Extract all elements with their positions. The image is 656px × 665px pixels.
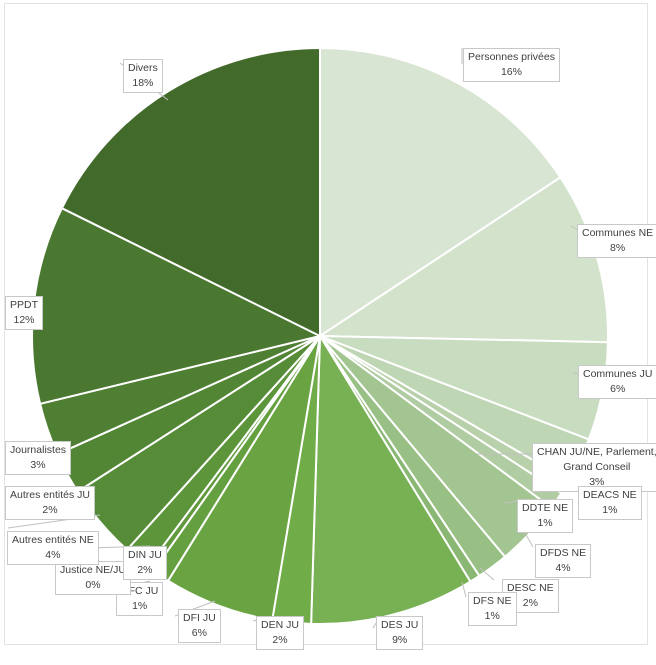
label-deacs-ne: DEACS NE 1% (578, 486, 642, 520)
label-name: Communes NE (582, 227, 654, 239)
label-pct: 1% (132, 600, 148, 612)
pie-slice (310, 335, 472, 625)
pie-slices (31, 47, 609, 625)
label-pct: 8% (610, 242, 626, 254)
label-name: Personnes privées (468, 51, 555, 63)
label-pct: 0% (85, 579, 101, 591)
label-pct: 18% (132, 77, 154, 89)
label-pct: 6% (191, 627, 207, 639)
label-name: CHAN JU/NE, Parlement, (537, 446, 656, 458)
label-pct: 6% (610, 383, 626, 395)
label-pct: 2% (522, 597, 538, 609)
label-des-ju: DES JU 9% (376, 616, 424, 650)
label-pct: 12% (13, 314, 35, 326)
label-name: Communes JU (583, 368, 653, 380)
label-name: DDTE NE (522, 502, 569, 514)
label-journalistes: Journalistes 3% (5, 441, 72, 475)
label-name: DEACS NE (583, 489, 637, 501)
label-name: DIN JU (128, 549, 162, 561)
label-name: DEN JU (261, 619, 299, 631)
label-name: DFI JU (183, 612, 216, 624)
label-personnes-privees: Personnes privées 16% (463, 48, 560, 82)
label-name: DESC NE (507, 582, 554, 594)
pie-slice (319, 47, 562, 337)
label-justice: Justice NE/JU 0% (55, 561, 131, 595)
label-name-2: Grand Conseil (563, 461, 631, 473)
label-chan: CHAN JU/NE, Parlement, Grand Conseil 3% (532, 443, 656, 492)
label-dfs-ne: DFS NE 1% (468, 592, 517, 626)
label-name: DFDS NE (540, 547, 587, 559)
pie-slice (60, 47, 321, 337)
label-communes-ju: Communes JU 6% (578, 365, 656, 399)
label-pct: 1% (602, 504, 618, 516)
label-pct: 1% (537, 517, 553, 529)
label-autres-ju: Autres entités JU 2% (5, 486, 95, 520)
label-din-ju: DIN JU 2% (123, 546, 167, 580)
label-divers: Divers 18% (123, 59, 163, 93)
label-name: DES JU (381, 619, 419, 631)
label-pct: 2% (137, 564, 153, 576)
label-communes-ne: Communes NE 8% (577, 224, 656, 258)
label-name: Divers (128, 62, 158, 74)
label-dfds-ne: DFDS NE 4% (535, 544, 592, 578)
label-name: Autres entités NE (12, 534, 94, 546)
label-pct: 4% (555, 562, 571, 574)
label-name: Journalistes (10, 444, 67, 456)
label-dfi-ju: DFI JU 6% (178, 609, 221, 643)
label-pct: 2% (272, 634, 288, 646)
label-ppdt: PPDT 12% (5, 296, 44, 330)
label-name: Justice NE/JU (60, 564, 126, 576)
label-name: Autres entités JU (10, 489, 90, 501)
label-autres-ne: Autres entités NE 4% (7, 531, 99, 565)
label-pct: 1% (484, 610, 500, 622)
label-ddte-ne: DDTE NE 1% (517, 499, 574, 533)
label-pct: 16% (500, 66, 522, 78)
label-name: PPDT (10, 299, 39, 311)
label-den-ju: DEN JU 2% (256, 616, 304, 650)
label-pct: 3% (589, 476, 605, 488)
label-pct: 4% (45, 549, 61, 561)
label-name: DFS NE (473, 595, 512, 607)
label-pct: 2% (42, 504, 58, 516)
label-pct: 9% (392, 634, 408, 646)
label-pct: 3% (30, 459, 46, 471)
